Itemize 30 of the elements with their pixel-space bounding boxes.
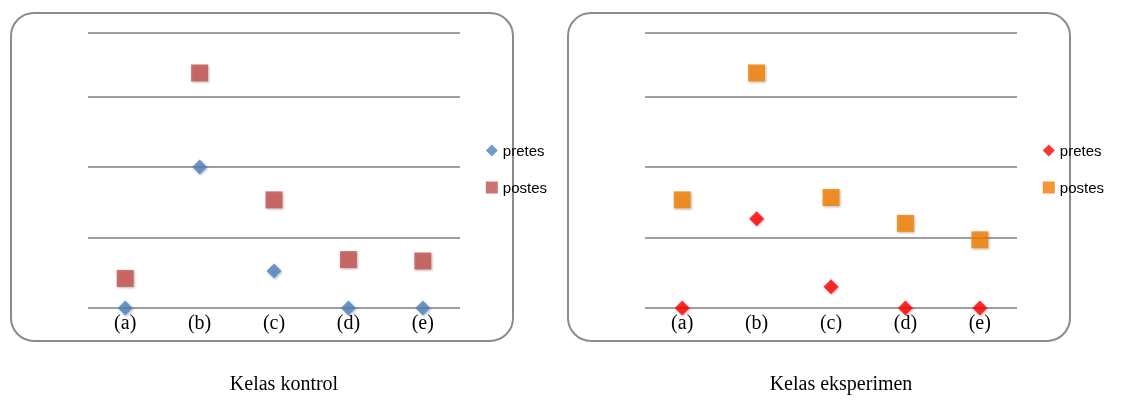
- point: [191, 64, 209, 82]
- point: [265, 191, 283, 209]
- legend-label: pretes: [502, 142, 545, 159]
- text: Kelas kontrol: [229, 372, 339, 394]
- point: [414, 252, 432, 270]
- legend-label: postes: [1059, 179, 1104, 196]
- x-tick-label: (a): [114, 311, 137, 334]
- point: [747, 64, 765, 82]
- point: [116, 269, 134, 287]
- x-tick-label: (b): [187, 311, 212, 334]
- x-tick-label: (e): [411, 311, 434, 334]
- x-tick-label: (a): [670, 311, 693, 334]
- point: [748, 211, 764, 227]
- point: [192, 159, 208, 175]
- point: [823, 279, 838, 295]
- point: [339, 251, 357, 269]
- legend-label: postes: [502, 179, 548, 196]
- point: [266, 263, 282, 279]
- point: [673, 191, 691, 209]
- point: [822, 189, 839, 207]
- x-tick-label: (e): [968, 311, 991, 334]
- point: [970, 231, 988, 249]
- point: [896, 214, 914, 232]
- x-tick-label: (d): [893, 311, 917, 334]
- text: Kelas eksperimen: [769, 372, 912, 395]
- x-tick-label: (d): [336, 311, 361, 334]
- x-tick-label: (c): [819, 311, 842, 334]
- x-tick-label: (b): [744, 311, 768, 334]
- x-tick-label: (c): [262, 311, 286, 334]
- legend-label: pretes: [1059, 142, 1102, 159]
